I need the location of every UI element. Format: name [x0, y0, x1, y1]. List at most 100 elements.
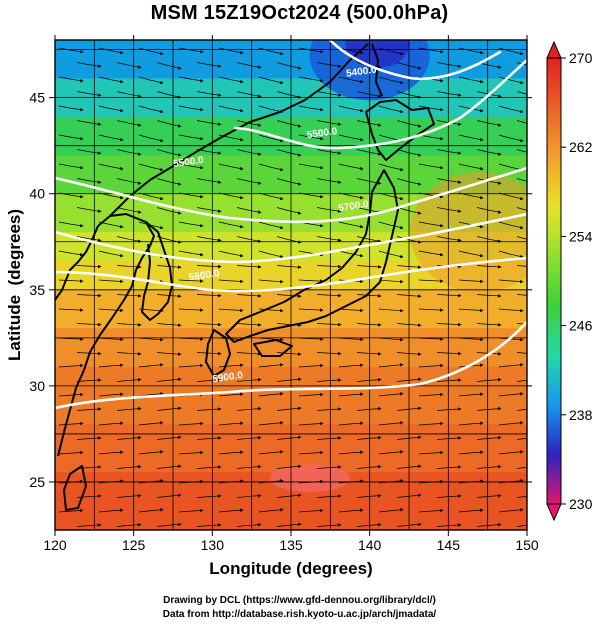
streamline	[476, 493, 502, 498]
streamline	[338, 250, 364, 258]
streamline	[378, 47, 404, 56]
streamline	[316, 149, 342, 155]
streamline	[276, 91, 302, 99]
streamline	[76, 62, 102, 68]
streamline	[196, 351, 222, 356]
streamline	[76, 264, 102, 269]
streamline	[436, 523, 462, 527]
streamline	[458, 450, 484, 455]
streamline	[338, 134, 364, 142]
streamline	[316, 62, 342, 68]
streamline	[236, 493, 262, 498]
streamline	[298, 47, 324, 54]
chart-title: MSM 15Z19Oct2024 (500.0hPa)	[150, 2, 449, 24]
streamline	[58, 279, 84, 283]
streamline	[236, 236, 262, 243]
streamline	[458, 47, 484, 55]
streamline	[138, 450, 164, 455]
streamline	[356, 493, 382, 498]
streamline	[516, 120, 527, 124]
streamline	[338, 105, 364, 113]
streamline	[476, 178, 502, 185]
streamline	[498, 105, 524, 114]
streamline	[196, 178, 222, 184]
streamline	[356, 236, 382, 243]
streamline	[516, 236, 527, 240]
streamline	[58, 105, 84, 112]
streamline	[98, 363, 124, 368]
streamline	[418, 221, 444, 228]
colorbar-ticks: 270 262 254 246 238 230	[561, 50, 593, 512]
streamline	[316, 236, 342, 242]
streamline	[356, 522, 382, 527]
streamline	[298, 134, 324, 141]
streamline	[138, 47, 164, 56]
streamline	[178, 163, 204, 170]
streamline	[498, 508, 524, 513]
contour-label: 5700.0	[338, 199, 370, 214]
streamline	[418, 308, 444, 312]
streamline	[418, 163, 444, 170]
streamline	[258, 508, 284, 513]
streamline	[196, 322, 222, 327]
streamline	[58, 76, 84, 83]
streamline	[276, 352, 302, 356]
x-axis-title: Longitude (degrees)	[209, 559, 372, 578]
streamline	[498, 47, 524, 56]
streamline	[338, 163, 364, 171]
streamline	[316, 207, 342, 213]
streamline	[516, 91, 527, 95]
streamline	[258, 163, 284, 172]
colorbar-tick-label: 230	[569, 496, 593, 512]
streamline	[356, 265, 382, 269]
x-axis: 120 125 130 135 140 145 150	[43, 35, 539, 553]
y-tick-label: 35	[29, 282, 45, 298]
colorbar-min-extension	[546, 503, 562, 522]
streamline	[76, 523, 102, 527]
streamline	[378, 308, 404, 313]
streamline	[98, 450, 124, 455]
streamline	[498, 421, 524, 426]
y-tick-label: 40	[29, 186, 45, 202]
streamline	[316, 120, 342, 126]
streamline	[476, 207, 502, 214]
streamline	[258, 392, 284, 397]
streamline	[436, 62, 462, 68]
streamline	[138, 363, 164, 368]
streamline	[98, 76, 124, 84]
streamline	[58, 450, 84, 455]
streamline	[276, 435, 302, 440]
streamline	[436, 178, 462, 184]
y-axis: 25 30 35 40 45	[29, 90, 532, 490]
streamline	[138, 76, 164, 85]
streamline	[76, 149, 102, 155]
streamline	[236, 62, 262, 69]
streamline	[498, 363, 524, 368]
streamline	[236, 522, 262, 527]
height-contours	[55, 40, 527, 410]
streamline	[196, 91, 222, 97]
streamline	[156, 352, 182, 356]
streamline	[116, 178, 142, 185]
streamline	[178, 47, 204, 54]
streamline	[436, 494, 462, 498]
height-contour	[55, 212, 527, 264]
streamline	[418, 421, 444, 426]
streamline	[436, 322, 462, 327]
streamline	[378, 392, 404, 397]
contour-labels: 5400.0 5500.0 5500.0 5700.0 5800.0 5900.0	[172, 64, 377, 385]
streamline	[476, 522, 502, 527]
contour-label: 5400.0	[346, 64, 378, 79]
streamline	[98, 421, 124, 426]
streamline	[156, 406, 182, 411]
coastline-taiwan	[63, 465, 87, 511]
streamline	[236, 207, 262, 214]
streamline	[356, 149, 382, 156]
streamline	[98, 308, 124, 313]
streamline	[116, 149, 142, 156]
contour-label: 5900.0	[212, 370, 244, 385]
height-contour	[55, 166, 527, 224]
contour-label: 5500.0	[306, 126, 338, 141]
streamline	[298, 508, 324, 513]
streamline	[236, 406, 262, 411]
